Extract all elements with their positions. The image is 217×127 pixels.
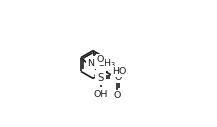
Text: HO: HO xyxy=(112,67,126,76)
Text: N: N xyxy=(88,59,95,68)
Text: OH: OH xyxy=(93,90,108,99)
Text: O: O xyxy=(113,91,121,100)
Text: O: O xyxy=(97,55,104,64)
Text: CH$_3$: CH$_3$ xyxy=(97,57,117,69)
Text: O: O xyxy=(114,73,122,82)
Text: N: N xyxy=(89,58,97,67)
Text: S: S xyxy=(97,73,104,83)
